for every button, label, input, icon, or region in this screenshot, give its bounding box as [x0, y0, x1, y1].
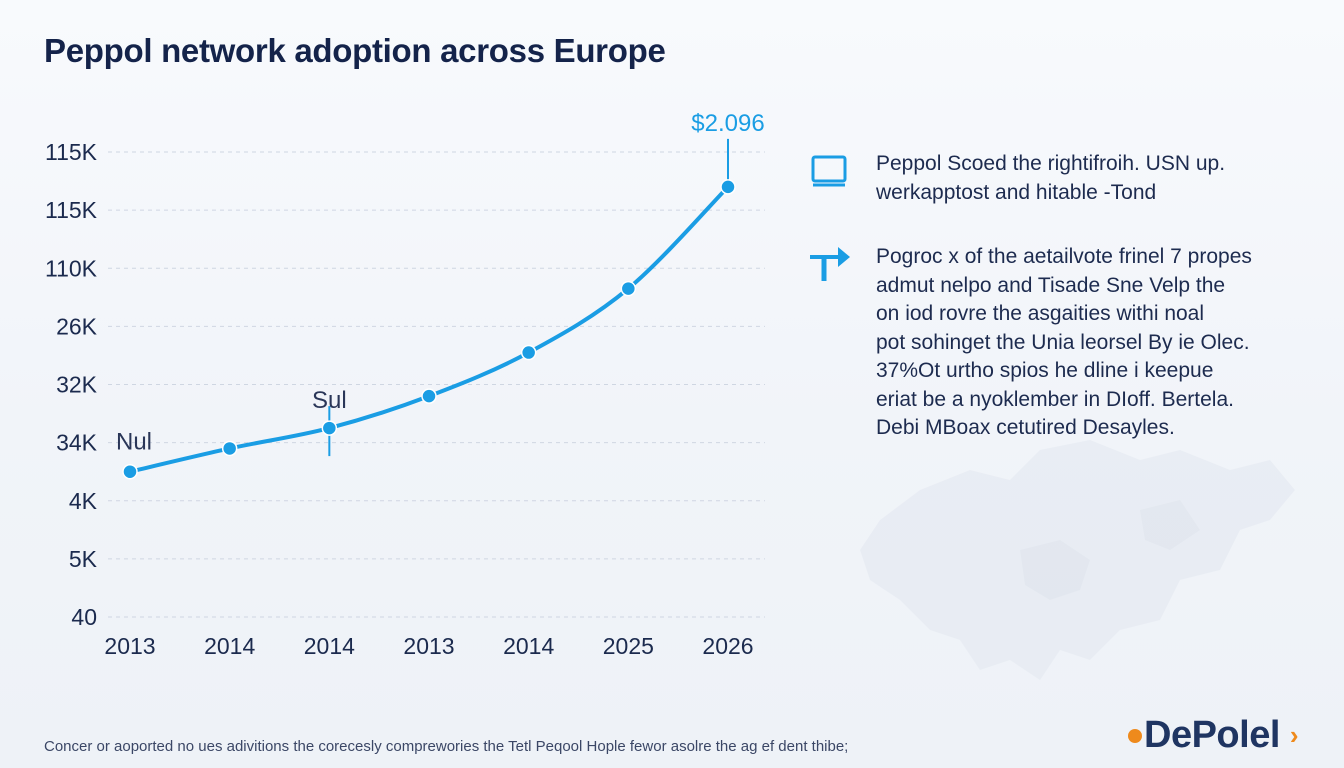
y-tick-label: 115K: [45, 197, 98, 223]
block2-line: admut nelpo and Tisade Sne Velp the: [876, 273, 1226, 297]
block1-line: werkapptost and hitable -Tond: [876, 180, 1157, 204]
data-point: [221, 440, 238, 457]
block2-line: on iod rovre the asgaities withi noal: [876, 302, 1205, 325]
data-point: [720, 179, 736, 195]
annotation-label: Nul: [116, 429, 152, 456]
data-point: [122, 463, 138, 480]
x-tick-label: 2013: [104, 633, 155, 659]
monitor-icon: [811, 155, 847, 187]
y-tick-label: 4K: [69, 488, 98, 514]
y-tick-label: 26K: [56, 313, 98, 339]
info-block-2-text: Pogroc x of the aetailvote frinel 7 prop…: [876, 243, 1252, 443]
logo-text: DePolel: [1144, 714, 1280, 756]
europe-map-watermark: [860, 440, 1295, 680]
y-tick-label: 115K: [45, 139, 98, 165]
series-line: [128, 184, 730, 474]
brand-logo[interactable]: DePolel ›: [1128, 714, 1299, 757]
data-point: [421, 388, 437, 404]
data-point: [321, 420, 338, 436]
y-tick-label: 110K: [45, 255, 98, 281]
info-block-1-text: Peppol Scoed the rightifroih. USN up. wer…: [876, 150, 1225, 207]
block1-line: Peppol Scoed the rightifroih. USN up.: [876, 152, 1226, 175]
adoption-line-chart: 115K 115K 110K 26K 32K 34K 4K 5K 40 2013 2014 2014 2…: [45, 110, 765, 659]
arrow-right-icon: [810, 247, 850, 281]
page-title: Peppol network adoption across Europe: [44, 32, 666, 69]
block2-line: pot sohinget the Unia leorsel By ie Olec…: [876, 330, 1250, 354]
footer-note: Concer or aoported no ues adivitions the…: [44, 738, 849, 755]
y-tick-label: 5K: [69, 546, 98, 572]
block2-line: eriat be a nyoklember in DIoff. Bertela.: [876, 387, 1234, 411]
annotation-label: Sul: [312, 387, 347, 414]
data-point: [620, 280, 637, 297]
x-tick-label: 2014: [304, 633, 355, 659]
y-tick-label: 34K: [56, 430, 98, 456]
logo-dot-icon: [1128, 728, 1142, 743]
x-tick-label: 2013: [403, 633, 454, 659]
data-point: [520, 344, 537, 361]
y-tick-label: 32K: [56, 372, 98, 398]
block2-line: Debi MBoax cetutired Desayles.: [876, 416, 1175, 439]
info-block-1: Peppol Scoed the rightifroih. USN up. wer…: [810, 150, 1225, 207]
y-tick-label: 40: [71, 604, 97, 630]
block2-line: Pogroc x of the aetailvote frinel 7 prop…: [876, 245, 1252, 268]
annotation-label: $2.096: [691, 110, 764, 137]
x-tick-label: 2025: [603, 633, 654, 659]
x-tick-label: 2014: [503, 633, 554, 659]
x-tick-label: 2026: [702, 633, 753, 659]
info-block-2: Pogroc x of the aetailvote frinel 7 prop…: [810, 243, 1252, 443]
block2-line: 37%Ot urtho spios he dline i keepue: [876, 359, 1214, 382]
x-tick-label: 2014: [204, 633, 255, 659]
chevron-right-icon: ›: [1289, 720, 1299, 750]
